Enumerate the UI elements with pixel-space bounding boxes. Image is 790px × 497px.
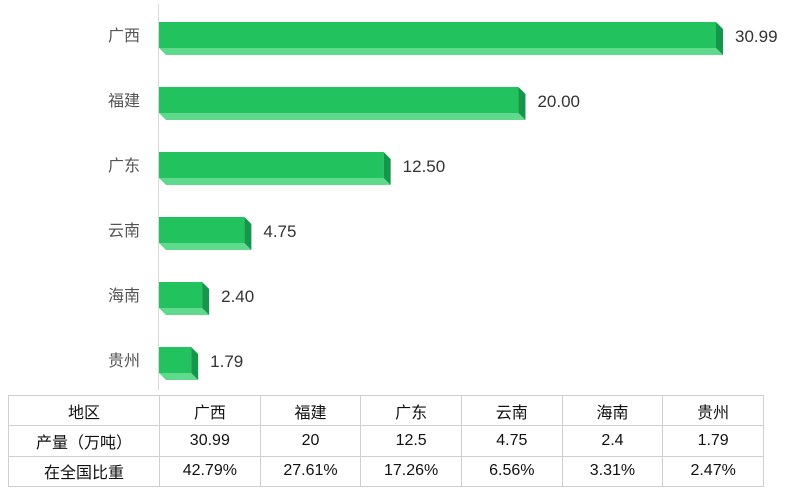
bar-group: 海南 2.40 [108,282,254,315]
table-cell: 30.99 [159,425,261,457]
data-label: 12.50 [403,157,446,176]
table-cell: 20 [259,425,362,457]
bar-group: 广东 12.50 [108,152,445,185]
table-header-row: 地区 广西 福建 广东 云南 海南 贵州 [8,394,764,427]
bar-side-face [716,22,723,55]
category-label: 海南 [108,286,140,305]
table-cell: 27.61% [259,455,362,488]
data-label: 1.79 [210,352,243,371]
table-row-label: 产量（万吨） [8,425,160,457]
category-label: 贵州 [108,351,140,370]
table-header-label: 地区 [8,394,160,427]
bar [159,217,245,243]
category-label: 广西 [108,26,140,45]
table-header-cell: 广东 [360,394,462,427]
category-label: 云南 [108,221,140,240]
bar [159,22,716,48]
bar-group: 福建 20.00 [108,87,580,120]
bar-side-face [244,217,252,250]
table-cell: 4.75 [460,425,563,457]
bar-bottom-face [159,113,526,120]
bar-bottom-face [159,373,199,380]
table-cell: 3.31% [561,455,664,488]
bar [159,152,384,178]
table-header-cell: 福建 [259,394,362,427]
table-cell: 2.4 [561,425,664,457]
bar-side-face [518,87,526,120]
data-label: 30.99 [735,27,778,46]
table-row-share: 在全国比重 42.79% 27.61% 17.26% 6.56% 3.31% 2… [8,455,764,488]
category-label: 福建 [108,91,140,110]
data-label: 4.75 [263,222,296,241]
table-cell: 42.79% [159,455,261,488]
bars-layer: 广西 30.99 福建 20.00 广东 12.50 云南 4.75 海南 2.40 贵州 1.79 [108,22,778,380]
table-cell: 2.47% [662,455,764,488]
bar-side-face [202,282,210,315]
bar-bottom-face [159,243,252,250]
bar-group: 广西 30.99 [108,22,778,55]
bar [159,282,203,308]
table-header-cell: 云南 [460,394,563,427]
data-label: 20.00 [537,92,580,111]
category-label: 广东 [108,156,140,175]
table-cell: 6.56% [460,455,563,488]
table-cell: 17.26% [360,455,462,488]
data-table: 地区 广西 福建 广东 云南 海南 贵州 产量（万吨） 30.99 20 12.… [8,394,764,488]
bar-side-face [191,347,199,380]
bar-group: 贵州 1.79 [108,347,243,380]
bar-bottom-face [159,308,210,315]
bar-bottom-face [159,48,723,55]
table-cell: 12.5 [360,425,462,457]
bar-bottom-face [159,178,391,185]
table-header-cell: 贵州 [662,394,764,427]
table-header-cell: 海南 [561,394,664,427]
table-header-cell: 广西 [159,394,261,427]
bar-side-face [383,152,391,185]
bar-chart: 广西 30.99 福建 20.00 广东 12.50 云南 4.75 海南 2.40 贵州 1.79 [108,4,778,390]
bar-group: 云南 4.75 [108,217,296,250]
bar [159,347,192,373]
table-row-production: 产量（万吨） 30.99 20 12.5 4.75 2.4 1.79 [8,425,764,457]
bar [159,87,519,113]
table-row-label: 在全国比重 [8,455,160,488]
data-label: 2.40 [221,287,254,306]
table-cell: 1.79 [662,425,764,457]
